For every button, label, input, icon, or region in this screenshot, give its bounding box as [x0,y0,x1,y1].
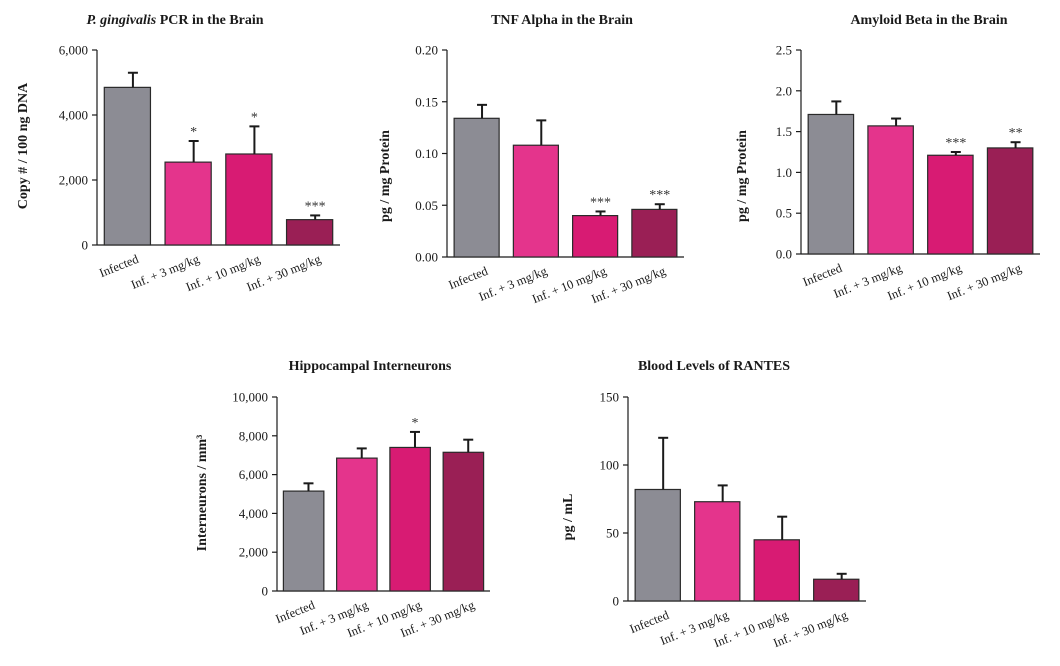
bar [442,451,485,592]
y-tick-label: 0 [613,594,620,609]
bar [103,86,152,246]
y-tick-label: 4,000 [59,108,88,123]
y-tick-label: 10,000 [232,390,268,405]
bar [225,153,273,246]
bar [164,161,212,246]
panel-amyloid-beta: Amyloid Beta in the Brain pg / mg Protei… [735,13,1040,303]
bar [453,117,500,258]
bar [389,446,431,592]
bar [572,215,619,258]
chart-title: Hippocampal Interneurons [289,359,452,374]
y-axis-label: pg / mg Protein [378,130,393,222]
chart-title: Blood Levels of RANTES [638,359,790,374]
significance-marker: * [411,416,418,431]
significance-marker: ** [1009,126,1023,141]
y-tick-label: 0 [82,238,89,253]
y-axis-label: pg / mg Protein [735,130,750,222]
bar [634,488,681,602]
y-tick-label: 2.5 [776,43,792,58]
bar [927,154,974,255]
y-tick-label: 0.10 [415,146,438,161]
chart-title: P. gingivalis PCR in the Brain [86,13,263,28]
y-tick-label: 0.00 [415,250,438,265]
bar [631,208,678,258]
y-tick-label: 4,000 [239,506,268,521]
panel-interneurons: Hippocampal Interneurons Interneurons / … [195,359,490,640]
bar [336,457,378,592]
y-tick-label: 100 [600,458,620,473]
significance-marker: *** [649,188,670,203]
bar [867,125,914,255]
y-tick-label: 0.0 [776,247,792,262]
significance-marker: * [190,125,197,140]
y-tick-label: 150 [600,390,620,405]
bar [694,501,741,602]
y-tick-label: 50 [606,526,619,541]
y-tick-label: 8,000 [239,428,268,443]
panel-tnf-alpha: TNF Alpha in the Brain pg / mg Protein 0… [378,13,684,306]
y-tick-label: 6,000 [239,467,268,482]
significance-marker: *** [305,199,326,214]
bar [986,147,1034,255]
bar [813,578,860,602]
bar [282,490,325,592]
y-tick-label: 2.0 [776,83,792,98]
y-tick-label: 2,000 [59,173,88,188]
significance-marker: *** [590,195,611,210]
panel-rantes: Blood Levels of RANTES pg / mL 0 50 100 150… [561,359,866,650]
y-tick-label: 0.5 [776,206,792,221]
bar [285,219,334,246]
bar [753,539,800,602]
y-tick-label: 0 [262,584,269,599]
chart-title: Amyloid Beta in the Brain [850,13,1007,28]
chart-title: TNF Alpha in the Brain [491,13,633,28]
y-tick-label: 0.20 [415,43,438,58]
y-axis-label: pg / mL [561,494,576,541]
bar [807,113,855,255]
y-tick-label: 2,000 [239,545,268,560]
bar [512,144,559,258]
panel-pg-pcr: P. gingivalis PCR in the Brain Copy # / … [16,13,340,294]
y-tick-label: 6,000 [59,43,88,58]
significance-marker: * [251,110,258,125]
y-tick-label: 1.5 [776,124,792,139]
significance-marker: *** [945,136,966,151]
y-tick-label: 0.05 [415,198,438,213]
y-axis-label: Interneurons / mm³ [195,435,210,552]
y-tick-label: 1.0 [776,165,792,180]
y-tick-label: 0.15 [415,94,438,109]
y-axis-label: Copy # / 100 ng DNA [16,82,31,209]
